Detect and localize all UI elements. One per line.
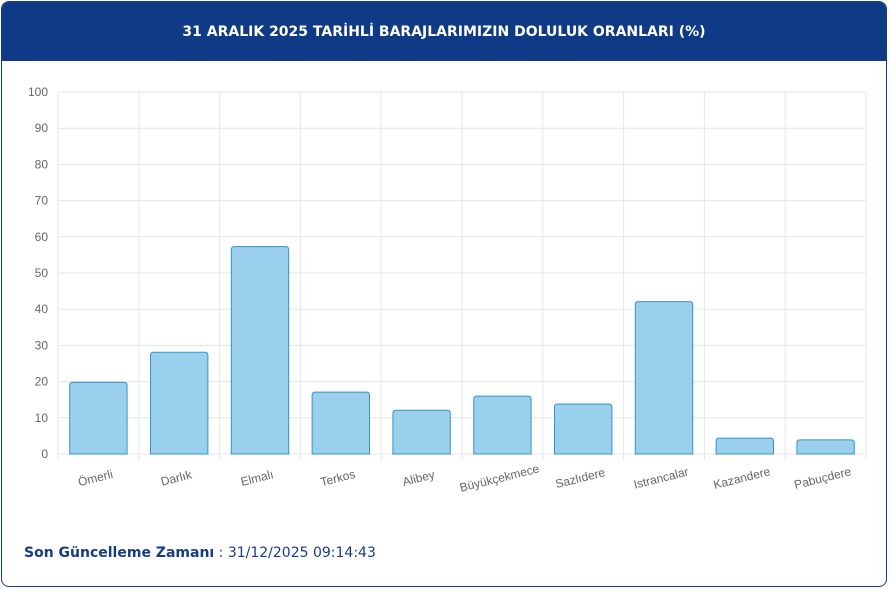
bar [473,395,532,455]
update-value: : 31/12/2025 09:14:43 [218,545,376,561]
last-update: Son Güncelleme Zamanı : 31/12/2025 09:14… [24,545,376,561]
y-tick-label: 70 [35,194,49,208]
y-tick-label: 10 [35,411,49,425]
bar [634,301,694,455]
y-tick-label: 50 [35,266,49,280]
x-tick-label: Kazandere [712,464,772,492]
chart-title: 31 ARALIK 2025 TARİHLİ BARAJLARIMIZIN DO… [2,2,886,61]
x-tick-label: Alibey [401,467,436,488]
y-tick-label: 0 [41,447,48,461]
bar [230,246,290,455]
x-tick-label: Ömerli [77,467,115,489]
bar [554,403,613,455]
y-tick-label: 80 [35,157,49,171]
x-tick-label: Büyükçekmece [458,461,541,494]
y-tick-label: 90 [35,121,49,135]
x-tick-label: Elmalı [239,467,275,489]
update-label: Son Güncelleme Zamanı [24,545,215,561]
x-tick-label: Terkos [319,467,357,489]
y-tick-label: 20 [35,375,49,389]
x-tick-label: Sazlıdere [554,465,607,491]
y-tick-label: 30 [35,338,49,352]
y-tick-label: 60 [35,230,49,244]
bar [69,381,128,455]
bar [311,391,370,455]
y-tick-label: 100 [28,85,48,99]
bar [150,351,209,455]
bar [796,439,855,455]
bar [392,409,451,455]
x-tick-label: Istrancalar [632,465,690,492]
y-tick-label: 40 [35,302,49,316]
x-tick-label: Darlık [159,467,194,488]
chart: 0 10 20 30 40 50 60 70 80 90 100 Ömerli Darlık Elmalı… [28,85,867,495]
bar [715,437,774,455]
x-tick-label: Pabuçdere [793,464,853,492]
